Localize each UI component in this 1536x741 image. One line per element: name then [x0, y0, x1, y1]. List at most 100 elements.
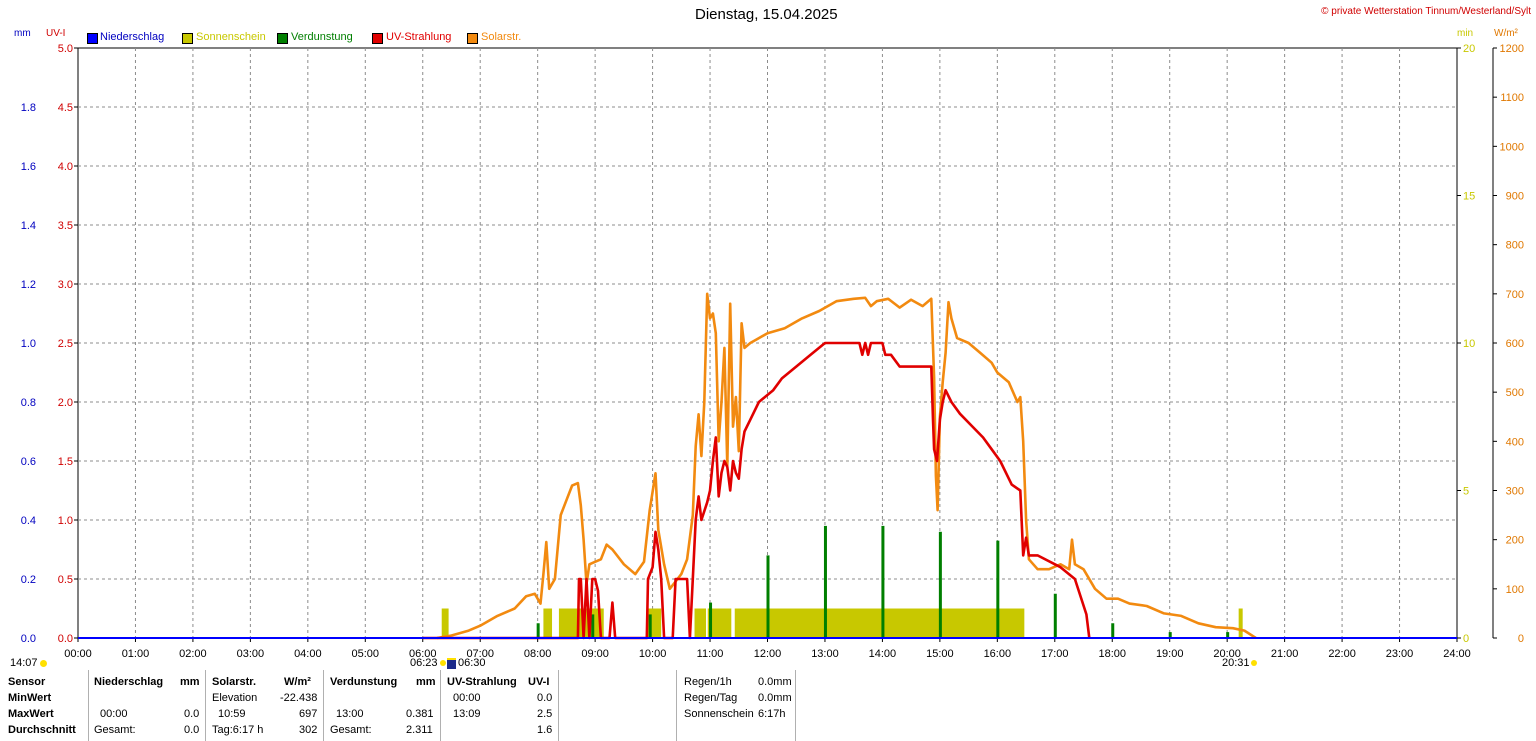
min-tick-label: 15: [1463, 191, 1475, 203]
wm2-tick-label: 600: [1506, 338, 1524, 350]
uv-series-line: [422, 341, 1091, 640]
legend-swatch-uv: [372, 33, 383, 44]
mm-tick-label: 1.6: [21, 161, 36, 173]
sensor-header: Sensor: [8, 676, 46, 688]
mm-tick-label: 0.8: [21, 397, 36, 409]
sunshine-block: [707, 608, 732, 638]
wm2-tick-label: 500: [1506, 387, 1524, 399]
solar-series-line: [436, 292, 1257, 640]
uvi-tick-label: 1.0: [58, 515, 73, 527]
sunshine-block: [543, 608, 553, 638]
uvi-unit-label: UV-I: [46, 28, 66, 39]
niederschlag-unit: mm: [180, 676, 200, 688]
x-tick-label: 20:00: [1213, 648, 1241, 660]
min-tick-label: 5: [1463, 486, 1469, 498]
column-separator: [440, 670, 441, 741]
wm2-tick-label: 200: [1506, 535, 1524, 547]
column-separator: [323, 670, 324, 741]
wm2-tick-label: 1100: [1500, 92, 1524, 104]
chart-title: Dienstag, 15.04.2025: [695, 6, 838, 23]
x-tick-label: 23:00: [1386, 648, 1414, 660]
evaporation-bar: [996, 540, 1000, 638]
mm-tick-label: 0.0: [21, 633, 36, 645]
x-tick-label: 08:00: [524, 648, 552, 660]
column-separator: [205, 670, 206, 741]
wm2-tick-label: 100: [1506, 584, 1524, 596]
solar-elevation-value: -22.438: [280, 692, 318, 704]
uv-unit: UV-I: [528, 676, 550, 688]
copyright-text: © private Wetterstation Tinnum/Westerlan…: [1321, 6, 1531, 17]
min-tick-label: 20: [1463, 43, 1475, 55]
uvi-tick-label: 3.5: [58, 220, 73, 232]
dawn-marker-icon: [447, 658, 456, 669]
evaporation-bar: [1053, 593, 1057, 638]
x-tick-label: 11:00: [697, 648, 724, 660]
mm-tick-label: 0.4: [21, 515, 36, 527]
sunset-sun-icon: [1251, 660, 1257, 666]
x-tick-label: 00:00: [64, 648, 92, 660]
wm2-tick-label: 1000: [1500, 141, 1524, 153]
x-tick-label: 24:00: [1443, 648, 1471, 660]
column-separator: [795, 670, 796, 741]
uv-avg-value: 1.6: [537, 724, 553, 736]
sunshine-block: [1238, 608, 1243, 638]
uvi-tick-label: 0.5: [58, 574, 73, 586]
evaporation-bar: [766, 555, 770, 638]
uv-header: UV-Strahlung: [447, 676, 517, 688]
mm-tick-label: 0.6: [21, 456, 36, 468]
solar-avg-value: 302: [299, 724, 318, 736]
x-tick-label: 17:00: [1041, 648, 1069, 660]
wm2-tick-label: 1200: [1500, 43, 1524, 55]
x-tick-label: 06:00: [409, 648, 437, 660]
evaporation-bar: [709, 602, 713, 638]
x-tick-label: 14:00: [869, 648, 897, 660]
x-tick-label: 16:00: [984, 648, 1012, 660]
uvi-tick-label: 2.5: [58, 338, 73, 350]
sunset-time-label: 20:31: [1222, 657, 1250, 669]
verdunstung-unit: mm: [416, 676, 436, 688]
solar-unit: W/m²: [284, 676, 311, 688]
x-tick-label: 04:00: [294, 648, 322, 660]
wm2-tick-label: 700: [1506, 289, 1524, 301]
min-tick-label: 0: [1463, 633, 1469, 645]
mm-tick-label: 1.4: [21, 220, 36, 232]
niederschlag-max-time: 00:00: [100, 708, 128, 720]
extra-value-regen-1h: 0.0mm: [758, 676, 792, 688]
mm-tick-label: 0.2: [21, 574, 36, 586]
x-tick-label: 03:00: [237, 648, 265, 660]
wm2-tick-label: 900: [1506, 191, 1524, 203]
evaporation-bar: [591, 614, 595, 638]
uvi-tick-label: 3.0: [58, 279, 73, 291]
verdunstung-total-value: 2.311: [406, 724, 433, 736]
x-tick-label: 02:00: [179, 648, 207, 660]
x-tick-label: 07:00: [466, 648, 494, 660]
mm-tick-label: 1.8: [21, 102, 36, 114]
column-separator: [676, 670, 677, 741]
evaporation-bar: [1111, 623, 1115, 638]
mm-tick-label: 1.2: [21, 279, 36, 291]
extra-value-regen-tag: 0.0mm: [758, 692, 792, 704]
extra-value-sonnenschein: 6:17h: [758, 708, 786, 720]
legend-swatch-verdunstung: [277, 33, 288, 44]
verdunstung-max-value: 0.381: [406, 708, 434, 720]
x-tick-label: 19:00: [1156, 648, 1184, 660]
uv-max-time: 13:09: [453, 708, 481, 720]
mm-tick-label: 1.0: [21, 338, 36, 350]
sunshine-block: [441, 608, 449, 638]
x-tick-label: 15:00: [926, 648, 954, 660]
uv-max-value: 2.5: [537, 708, 553, 720]
evaporation-bar: [1226, 632, 1230, 638]
uvi-tick-label: 0.0: [58, 633, 73, 645]
left-time-label: 14:07: [10, 657, 38, 669]
row-label-max: MaxWert: [8, 708, 54, 720]
legend-label-solar: Solarstr.: [481, 31, 522, 43]
x-tick-label: 22:00: [1328, 648, 1356, 660]
row-label-min: MinWert: [8, 692, 52, 704]
column-separator: [558, 670, 559, 741]
solar-max-time: 10:59: [218, 708, 246, 720]
extra-label-sonnenschein: Sonnenschein: [684, 708, 754, 720]
mm-unit-label: mm: [14, 28, 31, 39]
column-separator: [88, 670, 89, 741]
dawn-time-label: 06:30: [458, 657, 486, 669]
wm2-tick-label: 0: [1518, 633, 1524, 645]
